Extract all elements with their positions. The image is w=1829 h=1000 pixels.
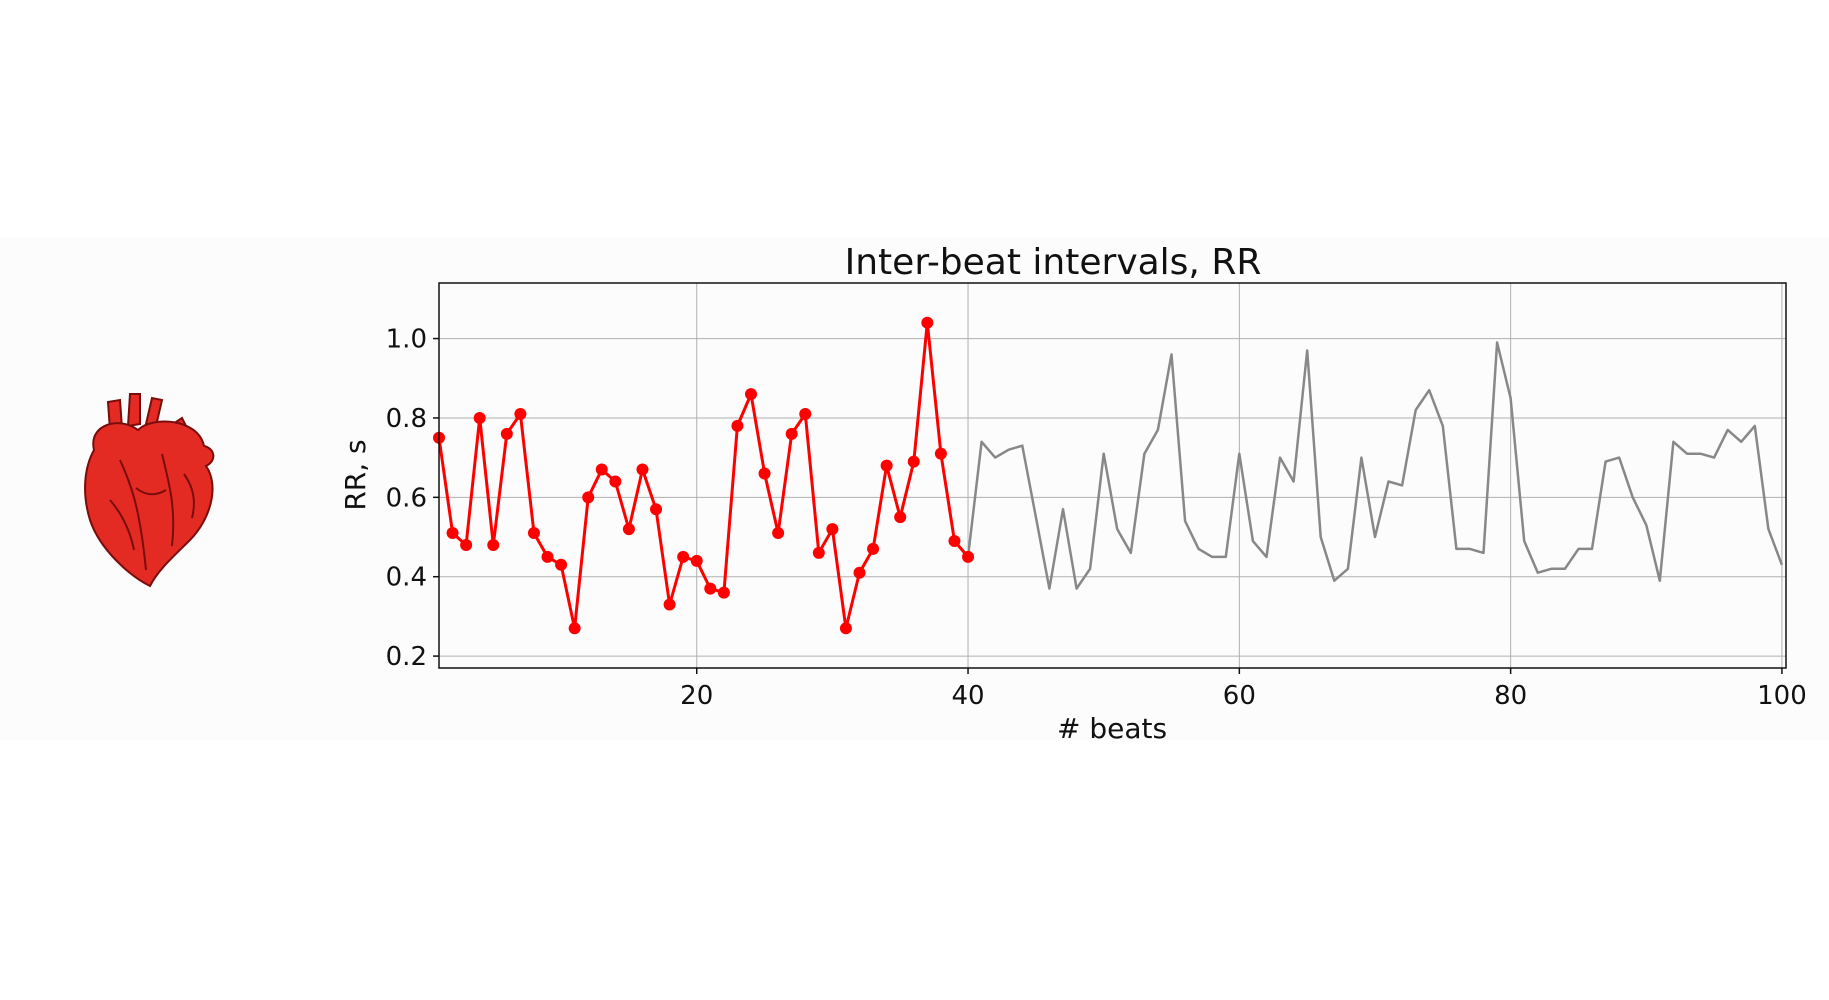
y-tick-label: 1.0 bbox=[386, 325, 427, 355]
y-ticks: 0.2 0.4 0.6 0.8 1.0 bbox=[386, 325, 439, 672]
data-point bbox=[880, 459, 893, 472]
x-tick-label: 80 bbox=[1494, 681, 1527, 711]
data-point bbox=[514, 407, 527, 420]
data-point bbox=[772, 527, 785, 540]
y-axis-label: RR, s bbox=[339, 439, 372, 510]
data-point bbox=[460, 538, 473, 551]
data-point bbox=[541, 550, 554, 563]
data-point bbox=[663, 598, 676, 611]
data-point bbox=[867, 542, 880, 555]
data-point bbox=[500, 427, 513, 440]
grid bbox=[439, 283, 1786, 668]
plot-frame bbox=[438, 282, 1787, 669]
data-point bbox=[853, 566, 866, 579]
data-point bbox=[690, 554, 703, 567]
y-tick-label: 0.4 bbox=[386, 563, 427, 593]
y-tick-label: 0.2 bbox=[386, 642, 427, 672]
data-point bbox=[704, 582, 717, 595]
data-point bbox=[595, 463, 608, 476]
data-point bbox=[650, 503, 663, 516]
data-point bbox=[582, 491, 595, 504]
data-point bbox=[555, 558, 568, 571]
data-point bbox=[934, 447, 947, 460]
series-line-red bbox=[437, 321, 970, 630]
series-layer bbox=[433, 316, 1784, 635]
x-tick-label: 40 bbox=[951, 681, 984, 711]
data-point bbox=[636, 463, 649, 476]
data-point bbox=[839, 622, 852, 635]
data-point bbox=[921, 316, 934, 329]
x-tick-label: 100 bbox=[1757, 681, 1807, 711]
data-point bbox=[744, 388, 757, 401]
data-point bbox=[609, 475, 622, 488]
x-tick-label: 60 bbox=[1223, 681, 1256, 711]
data-point bbox=[812, 546, 825, 559]
data-point bbox=[758, 467, 771, 480]
x-ticks: 20 40 60 80 100 bbox=[680, 668, 1807, 711]
data-point bbox=[894, 511, 907, 524]
chart-title: Inter-beat intervals, RR bbox=[845, 242, 1262, 283]
data-point bbox=[527, 527, 540, 540]
anatomical-heart-icon bbox=[84, 393, 215, 588]
data-point bbox=[473, 411, 486, 424]
data-point bbox=[907, 455, 920, 468]
data-point bbox=[717, 586, 730, 599]
series-line-gray bbox=[966, 341, 1784, 590]
data-point bbox=[948, 534, 961, 547]
x-axis-label: # beats bbox=[1057, 712, 1167, 745]
data-point bbox=[677, 550, 690, 563]
data-point bbox=[487, 538, 500, 551]
y-tick-label: 0.6 bbox=[386, 483, 427, 513]
y-tick-label: 0.8 bbox=[386, 404, 427, 434]
data-point bbox=[826, 523, 839, 536]
data-point bbox=[799, 407, 812, 420]
data-point bbox=[568, 622, 581, 635]
data-point bbox=[622, 523, 635, 536]
data-point bbox=[962, 550, 975, 563]
data-point bbox=[731, 419, 744, 432]
data-point bbox=[785, 427, 798, 440]
data-point bbox=[446, 527, 459, 540]
x-tick-label: 20 bbox=[680, 681, 713, 711]
